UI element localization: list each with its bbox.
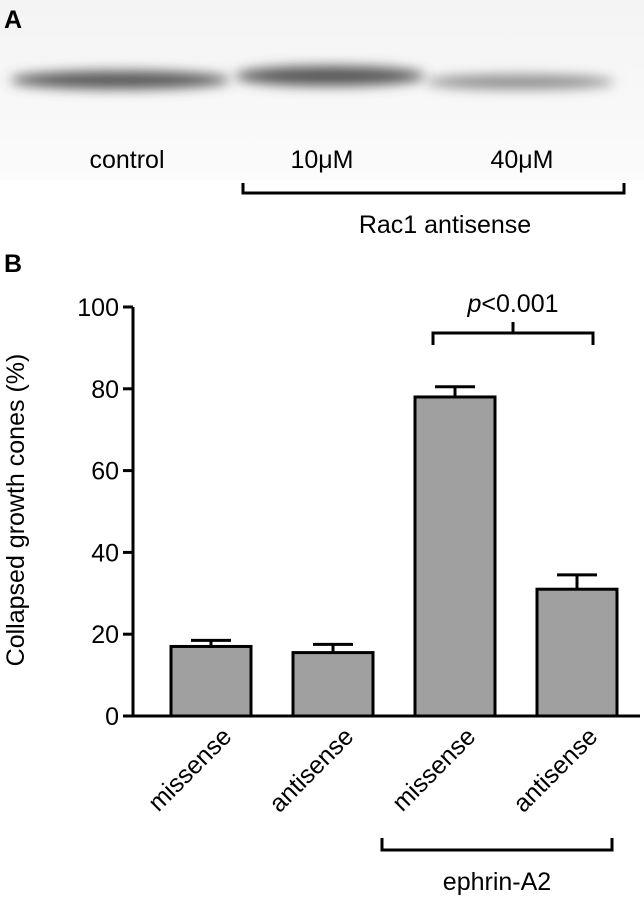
bar xyxy=(413,395,497,718)
panel-label: A xyxy=(4,6,22,34)
lane-label: control xyxy=(89,146,164,174)
x-tick-label: missense xyxy=(143,722,237,816)
x-tick-label: antisense xyxy=(508,722,603,817)
y-axis-label: Collapsed growth cones (%) xyxy=(2,354,30,667)
y-tick-label: 20 xyxy=(91,621,119,649)
y-tick-label: 40 xyxy=(91,539,119,567)
x-tick-label: missense xyxy=(387,722,481,816)
blot-band xyxy=(235,66,425,86)
blot-band xyxy=(425,75,615,89)
group-bracket xyxy=(380,838,614,852)
bar xyxy=(535,587,619,718)
group-label: ephrin-A2 xyxy=(443,868,551,896)
panel-label: B xyxy=(4,250,22,278)
y-tick-label: 100 xyxy=(77,294,119,322)
blot-band xyxy=(10,71,230,89)
y-tick-label: 0 xyxy=(105,703,119,731)
lane-label: 40μM xyxy=(490,146,553,174)
p-value: <0.001 xyxy=(481,290,558,318)
significance-label: p<0.001 xyxy=(466,290,558,318)
p-symbol: p xyxy=(466,290,481,318)
lane-label: 10μM xyxy=(290,146,353,174)
bracket xyxy=(241,183,626,195)
y-tick-label: 60 xyxy=(91,458,119,486)
bar xyxy=(291,651,375,718)
x-tick-label: antisense xyxy=(264,722,359,817)
significance-bracket xyxy=(431,322,595,345)
blot-background xyxy=(0,0,644,180)
y-tick-label: 80 xyxy=(91,376,119,404)
bar xyxy=(169,644,253,718)
group-label: Rac1 antisense xyxy=(359,211,531,239)
